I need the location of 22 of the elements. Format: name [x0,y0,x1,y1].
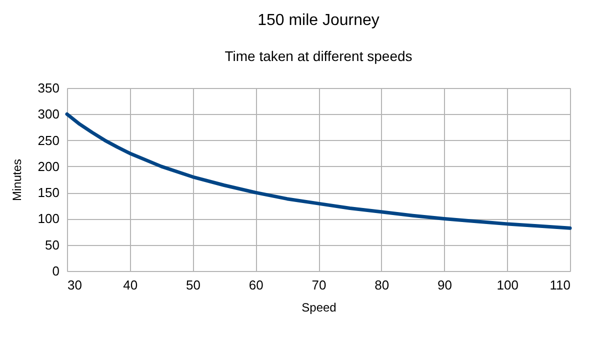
x-tick-label: 90 [438,278,452,292]
x-tick-label: 30 [68,278,82,292]
x-tick-label: 40 [123,278,138,292]
y-axis-title: Minutes [10,158,24,202]
y-tick-label: 250 [38,132,60,148]
x-tick-label: 70 [312,278,326,292]
y-tick-label: 200 [38,158,60,174]
chart-subtitle: Time taken at different speeds [224,48,412,64]
x-axis-title: Speed [302,300,336,314]
x-tick-label: 60 [248,278,264,292]
y-tick-label: 0 [52,264,60,278]
chart-title: 150 mile Journey [258,12,380,29]
x-tick-label: 80 [374,278,390,292]
y-tick-label: 100 [38,211,60,226]
y-tick-label: 350 [38,80,60,96]
y-tick-label: 150 [38,185,60,200]
x-tick-label: 100 [496,278,518,292]
y-tick-label: 50 [45,237,60,252]
y-tick-label: 300 [38,106,60,122]
x-tick-label: 110 [550,278,570,292]
x-tick-label: 50 [186,278,200,292]
line-series [65,112,572,230]
